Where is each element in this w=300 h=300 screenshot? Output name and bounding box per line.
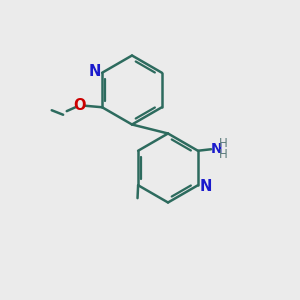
- Text: N: N: [88, 64, 101, 80]
- Text: N: N: [211, 142, 222, 156]
- Text: H: H: [219, 148, 227, 160]
- Text: O: O: [74, 98, 86, 113]
- Text: N: N: [199, 179, 212, 194]
- Text: H: H: [219, 137, 227, 150]
